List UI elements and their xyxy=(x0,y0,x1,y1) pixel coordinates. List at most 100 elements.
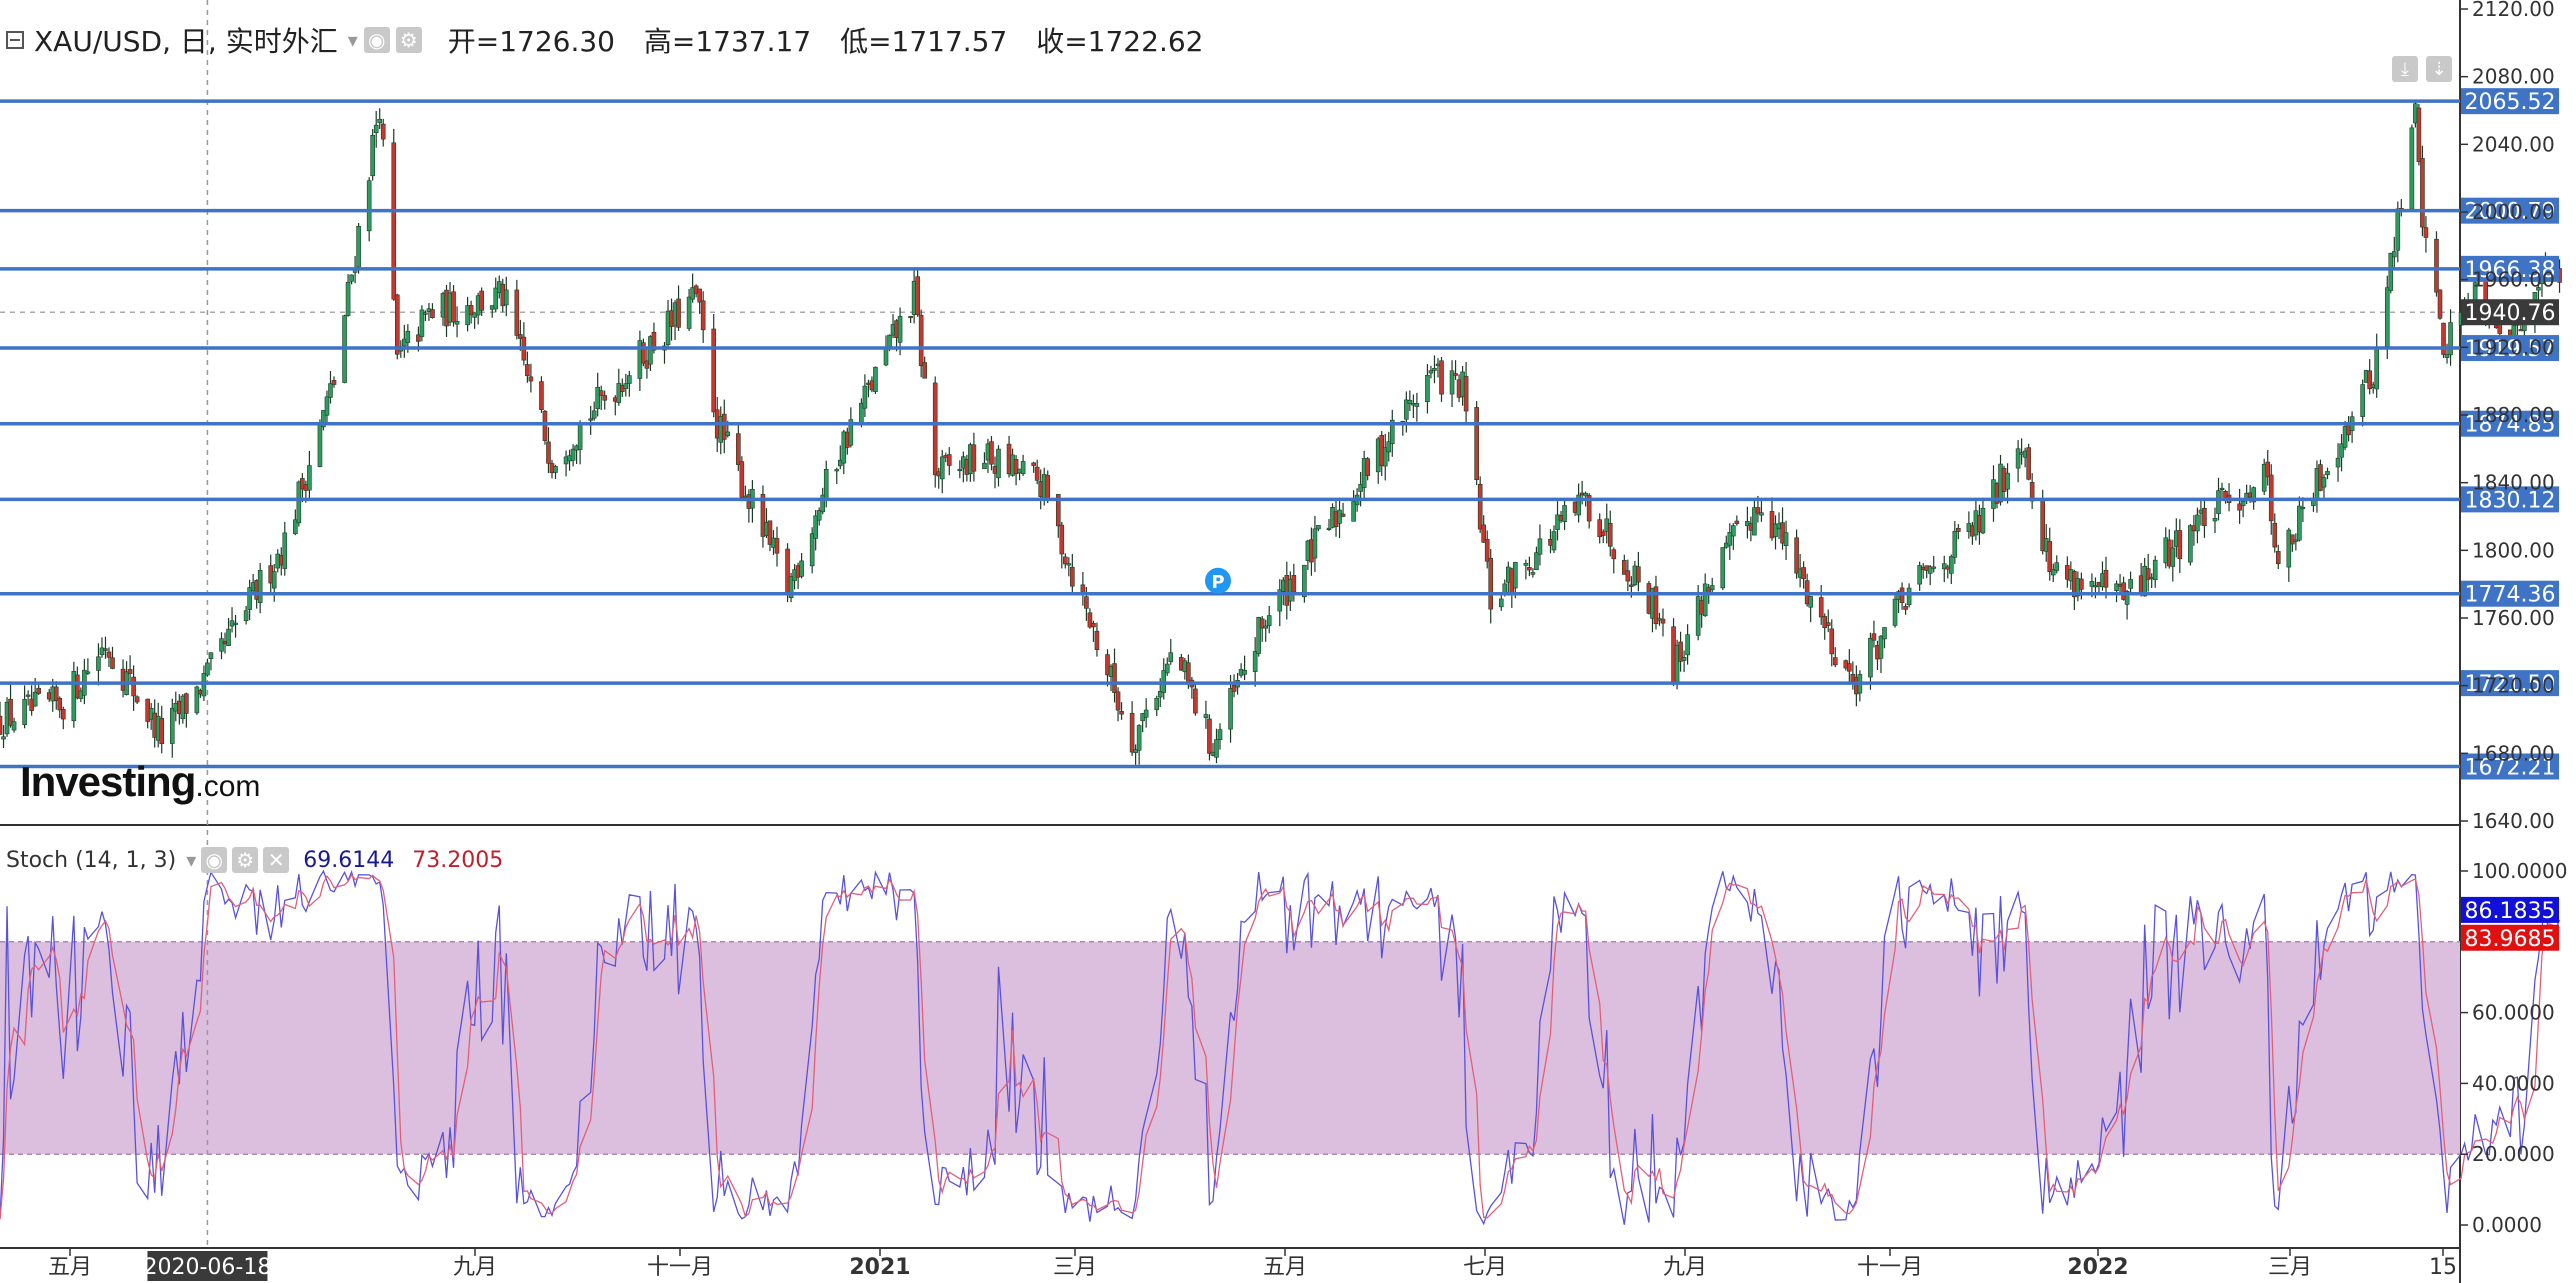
chevron-down-icon[interactable]: ▾ xyxy=(186,848,197,872)
settings-icon[interactable]: ⚙ xyxy=(395,27,422,53)
candle xyxy=(750,480,755,523)
candle-body xyxy=(1059,524,1065,555)
time-tick-label: 2021 xyxy=(849,1255,910,1280)
chevron-down-icon[interactable]: ▾ xyxy=(347,28,358,52)
price-tick-label: 2000.00 xyxy=(2472,200,2555,224)
candle xyxy=(1734,515,1740,526)
close-icon[interactable]: ✕ xyxy=(263,847,290,873)
candle-body xyxy=(570,448,576,461)
candle xyxy=(1868,632,1873,690)
candle xyxy=(1899,582,1905,610)
eye-icon[interactable]: ◉ xyxy=(201,847,228,873)
candle xyxy=(1133,744,1138,765)
candle xyxy=(1453,360,1458,380)
candle-body xyxy=(2265,461,2271,478)
candle-body xyxy=(1013,459,1019,475)
price-tick-label: 1880.00 xyxy=(2472,403,2555,427)
candle xyxy=(760,485,766,548)
candle-body xyxy=(451,291,456,323)
candle-body xyxy=(2216,490,2221,514)
candle-body xyxy=(331,380,337,385)
time-tick-label: 三月 xyxy=(1053,1255,1097,1280)
candle-body xyxy=(823,469,829,500)
candle-body xyxy=(8,698,13,726)
candle xyxy=(2219,482,2225,498)
candle xyxy=(570,444,576,467)
candle xyxy=(1681,650,1687,673)
candle xyxy=(989,436,994,471)
stoch-k-line xyxy=(0,869,2561,1226)
candle xyxy=(1731,523,1736,551)
candle-body xyxy=(1727,532,1733,546)
stoch-tick-label: 40.0000 xyxy=(2472,1071,2555,1095)
level-badge xyxy=(2461,197,2559,224)
candle-body xyxy=(788,576,794,599)
candle xyxy=(373,110,379,148)
candle xyxy=(2212,507,2218,534)
candle-body xyxy=(1622,559,1627,575)
candle xyxy=(1463,361,1469,426)
download-icon[interactable]: ⤓ xyxy=(2392,56,2418,82)
candle xyxy=(2026,443,2031,481)
candle xyxy=(2240,499,2246,518)
candle xyxy=(271,563,277,602)
candle-body xyxy=(349,274,354,282)
candle xyxy=(159,705,165,754)
candle-body xyxy=(2360,384,2365,417)
candle xyxy=(1653,575,1659,630)
collapse-icon[interactable] xyxy=(6,31,24,49)
level-label: 1919.57 xyxy=(2465,337,2556,362)
logo-suffix: .com xyxy=(195,770,261,803)
candle xyxy=(1685,624,1690,665)
time-tick-label: 15 xyxy=(2429,1255,2457,1280)
price-tick-label: 1920.00 xyxy=(2472,335,2555,359)
candle xyxy=(1622,554,1627,575)
candle xyxy=(1034,459,1040,485)
arrow-down-icon[interactable]: ⇣ xyxy=(2426,56,2452,82)
candle xyxy=(2335,443,2341,482)
candle xyxy=(8,684,13,728)
candle xyxy=(1,725,6,748)
candle-body xyxy=(423,312,428,315)
candle-body xyxy=(721,413,727,440)
candle-body xyxy=(546,441,551,464)
candle xyxy=(2286,527,2292,582)
candle-body xyxy=(184,693,189,714)
candle xyxy=(208,652,214,671)
candle-body xyxy=(1389,419,1395,444)
candle xyxy=(1115,687,1121,722)
eye-icon[interactable]: ◉ xyxy=(363,27,390,53)
candle-body xyxy=(697,288,702,303)
candle-body xyxy=(1432,368,1437,371)
candle xyxy=(1031,461,1036,473)
candle xyxy=(1752,499,1757,536)
candle-body xyxy=(2384,287,2390,347)
candle xyxy=(2005,463,2010,504)
candle-body xyxy=(1513,562,1518,589)
crosshair-price-badge xyxy=(2461,299,2559,326)
candle xyxy=(1266,605,1272,634)
time-tick-label: 五月 xyxy=(1263,1255,1307,1280)
candle xyxy=(307,450,312,500)
symbol-title[interactable]: XAU/USD, 日, 实时外汇 xyxy=(34,25,338,58)
candle xyxy=(915,269,920,317)
candle xyxy=(356,223,361,274)
price-tick-label: 2120.00 xyxy=(2472,0,2555,21)
candle xyxy=(2290,534,2295,552)
time-tick-label: 九月 xyxy=(1663,1255,1707,1280)
candle xyxy=(588,405,593,435)
crosshair-date-label: 2020-06-18 xyxy=(144,1255,272,1280)
candle-body xyxy=(377,119,383,124)
settings-icon[interactable]: ⚙ xyxy=(232,847,259,873)
candle xyxy=(233,615,238,638)
candle xyxy=(2297,496,2302,542)
candle-body xyxy=(370,135,375,177)
candle xyxy=(641,338,646,367)
stoch-d-line xyxy=(0,873,2560,1220)
price-tick-label: 2080.00 xyxy=(2472,65,2555,89)
level-label: 1672.21 xyxy=(2465,756,2556,781)
candle-body xyxy=(53,686,59,701)
candle xyxy=(1154,695,1160,717)
stoch-name[interactable]: Stoch (14, 1, 3) xyxy=(6,847,177,873)
